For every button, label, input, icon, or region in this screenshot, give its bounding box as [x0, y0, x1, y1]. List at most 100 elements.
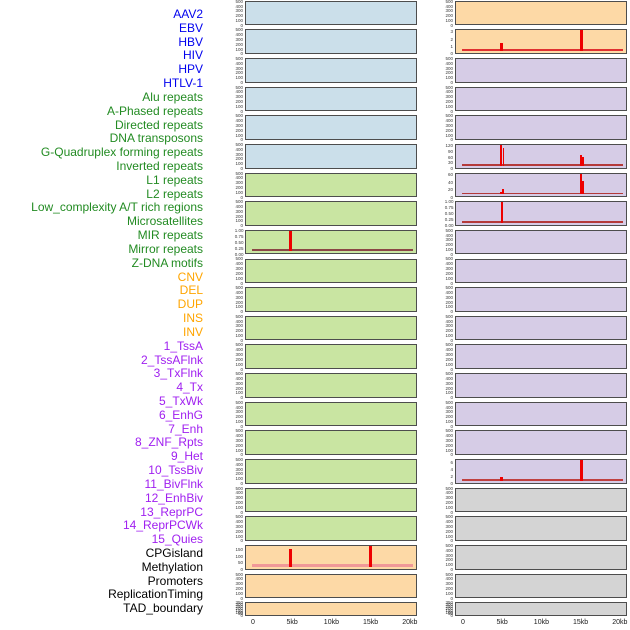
track-plot [245, 373, 417, 398]
y-axis-tick-label: 300 [235, 602, 244, 607]
x-axis-tick-label: 0 [461, 618, 465, 626]
y-axis-tick-label: 400 [445, 375, 454, 381]
track-label: L2 repeats [146, 186, 203, 201]
y-axis-tick-label: 100 [235, 332, 244, 338]
y-axis-tick-label: 500 [235, 198, 244, 204]
y-axis-tick-label: 300 [235, 8, 244, 14]
y-axis-tick-label: 0 [240, 538, 244, 544]
track-plot [455, 602, 627, 616]
y-axis-tick-label: 200 [235, 98, 244, 104]
signal-spike [500, 191, 502, 195]
y-axis-tick-label: 0 [450, 538, 454, 544]
track-label: EBV [178, 20, 203, 35]
track-label: HBV [178, 34, 203, 49]
track-plot [245, 258, 417, 284]
y-axis-tick-label: 0 [450, 480, 454, 486]
y-axis-tick-label: 0 [450, 509, 454, 515]
track-plot [455, 430, 627, 455]
y-axis-tick-label: 300 [235, 208, 244, 214]
track-label: CPGisland [145, 545, 203, 560]
y-axis-tick-label: 300 [235, 409, 244, 415]
y-axis-tick-label: 0 [450, 108, 454, 114]
track-label: Microsatellites [126, 214, 203, 229]
y-axis-tick-label: 0 [240, 309, 244, 314]
y-axis-tick-label: 150 [445, 607, 454, 613]
y-axis-tick-label: 6 [450, 459, 454, 465]
signal-spike [500, 42, 504, 51]
y-axis-tick-label: 40 [448, 179, 454, 185]
track-label: TAD_boundary [123, 601, 203, 616]
y-axis-tick-label: 300 [235, 466, 244, 472]
y-axis-tick-label: 0 [240, 194, 244, 200]
y-axis-tick-label: 0 [240, 51, 244, 57]
signal-spike [582, 156, 584, 166]
track-plot [245, 459, 417, 484]
y-axis-tick-label: 300 [445, 323, 454, 329]
y-axis-tick-label: 300 [235, 323, 244, 329]
y-axis-tick-label: 200 [235, 184, 244, 190]
y-axis-tick-label: 20 [448, 186, 454, 192]
y-axis-tick-label: 200 [235, 356, 244, 362]
track-plot [245, 430, 417, 455]
signal-baseline [462, 49, 623, 51]
y-axis-tick-label: 200 [445, 585, 454, 591]
y-axis-tick-label: 200 [445, 299, 454, 305]
signal-spike [288, 548, 292, 567]
track-plot [245, 172, 417, 198]
y-axis-tick-label: 400 [445, 89, 454, 95]
track-label: 9_Het [170, 449, 203, 464]
track-label: 4_Tx [176, 380, 203, 395]
y-axis-tick-label: 400 [445, 318, 454, 324]
y-axis-tick-label: 50 [238, 611, 244, 617]
y-axis-tick-label: 500 [235, 399, 244, 405]
track-label: INV [182, 324, 203, 339]
y-axis-tick-label: 400 [235, 347, 244, 352]
y-axis-tick-label: 100 [235, 476, 244, 482]
y-axis-tick-label: 60 [448, 172, 454, 178]
track-plot [245, 0, 417, 26]
y-axis-tick-label: 0.25 [234, 245, 244, 251]
track-plot [455, 115, 627, 140]
y-axis-tick-label: 500 [445, 0, 454, 4]
track-label: ReplicationTiming [108, 587, 203, 602]
y-axis-tick-label: 120 [445, 142, 454, 148]
y-axis-tick-label: 100 [235, 75, 244, 81]
y-axis-tick-label: 500 [235, 428, 244, 434]
y-axis-tick-label: 400 [235, 432, 244, 438]
y-axis-tick-label: 400 [445, 289, 454, 295]
track-plot [245, 344, 417, 370]
track-plot [455, 201, 627, 226]
track-label: HIV [182, 48, 203, 63]
y-axis-tick-label: 200 [235, 413, 244, 419]
track-plot [455, 172, 627, 198]
y-axis-tick-label: 300 [235, 94, 244, 100]
track-plot [455, 258, 627, 284]
y-axis-tick-label: 300 [235, 265, 244, 271]
y-axis-tick-label: 200 [235, 442, 244, 448]
x-axis-tick-label: 5kb [496, 618, 508, 626]
y-axis-tick-label: 300 [445, 552, 454, 558]
y-axis-tick-label: 300 [235, 351, 244, 357]
y-axis-tick-label: 500 [235, 84, 244, 90]
track-label: 12_EnhBiv [144, 490, 203, 505]
y-axis-tick-label: 300 [235, 122, 244, 128]
track-label: A-Phased repeats [106, 103, 203, 118]
track-plot [245, 201, 417, 226]
y-axis-tick-label: 0 [450, 51, 454, 57]
y-axis-tick-label: 100 [445, 418, 454, 424]
y-axis-tick-label: 300 [235, 523, 244, 529]
y-axis-tick-label: 0 [450, 251, 454, 257]
y-axis-tick-label: 0 [450, 194, 454, 200]
track-label: Directed repeats [114, 117, 203, 132]
y-axis-tick-label: 200 [235, 605, 244, 611]
y-axis-tick-label: 250 [445, 603, 454, 609]
y-axis-tick-label: 100 [445, 103, 454, 109]
y-axis-tick-label: 400 [235, 3, 244, 9]
y-axis-tick-label: 100 [235, 361, 244, 367]
y-axis-tick-label: 90 [448, 148, 454, 154]
y-axis-tick-label: 0 [240, 137, 244, 143]
y-axis-tick-label: 400 [235, 146, 244, 152]
y-axis-tick-label: 500 [235, 284, 244, 290]
y-axis-tick-label: 400 [445, 347, 454, 352]
y-axis-tick-label: 200 [445, 98, 454, 104]
